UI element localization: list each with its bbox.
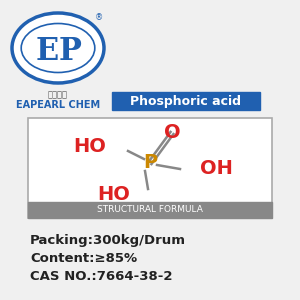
Text: ®: ® xyxy=(95,14,103,22)
Text: P: P xyxy=(58,37,81,68)
Text: EAPEARL CHEM: EAPEARL CHEM xyxy=(16,100,100,110)
Bar xyxy=(28,202,272,218)
Text: OH: OH xyxy=(200,160,233,178)
Text: 易普化工: 易普化工 xyxy=(48,90,68,99)
Text: Packing:300kg/Drum: Packing:300kg/Drum xyxy=(30,234,186,247)
Text: HO: HO xyxy=(73,137,106,157)
Text: Content:≥85%: Content:≥85% xyxy=(30,252,137,265)
Text: HO: HO xyxy=(97,185,130,205)
FancyBboxPatch shape xyxy=(28,118,272,218)
Bar xyxy=(112,92,260,110)
Ellipse shape xyxy=(12,13,104,83)
Text: O: O xyxy=(164,124,180,142)
Text: CAS NO.:7664-38-2: CAS NO.:7664-38-2 xyxy=(30,270,172,283)
Text: E: E xyxy=(35,37,58,68)
Text: P: P xyxy=(143,154,157,172)
Text: STRUCTURAL FORMULA: STRUCTURAL FORMULA xyxy=(97,206,203,214)
Text: Phosphoric acid: Phosphoric acid xyxy=(130,94,242,107)
